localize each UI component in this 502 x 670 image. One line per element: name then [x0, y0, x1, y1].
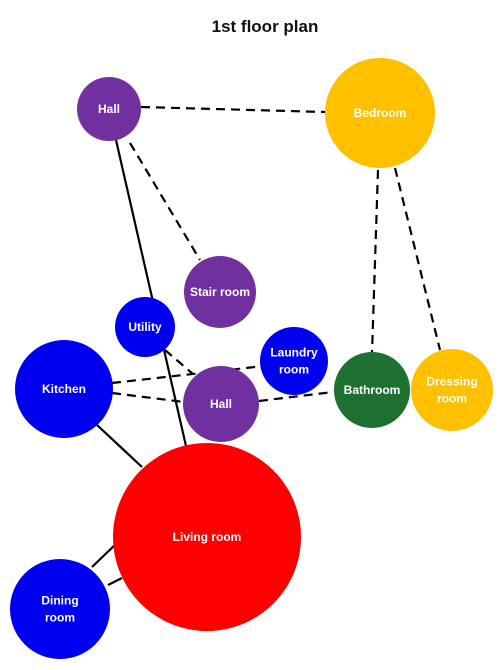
room-node-stair-room: Stair room: [184, 256, 256, 328]
edge-hall-top-living-room: [114, 139, 188, 447]
edge-kitchen-living-room: [96, 424, 143, 468]
edge-kitchen-hall-mid: [111, 391, 185, 404]
room-node-hall-mid: Hall: [183, 366, 259, 442]
edge-kitchen-laundry-room: [111, 364, 265, 385]
room-label: Bedroom: [354, 106, 407, 120]
room-node-utility: Utility: [115, 297, 175, 357]
room-node-bathroom: Bathroom: [334, 352, 410, 428]
room-node-laundry-room: Laundry room: [260, 327, 328, 395]
room-circle: [115, 297, 175, 357]
room-label: Utility: [128, 320, 162, 334]
diagram-title: 1st floor plan: [212, 17, 319, 36]
room-label: Dining room: [41, 594, 78, 625]
room-label-line: room: [437, 392, 467, 406]
room-node-dining-room: Dining room: [10, 559, 110, 659]
room-label-line: Utility: [128, 320, 162, 334]
room-label-line: room: [45, 611, 75, 625]
room-label-line: room: [279, 363, 309, 377]
room-node-living-room: Living room: [113, 443, 301, 631]
edges-layer: [91, 105, 442, 586]
room-label-line: Laundry: [270, 346, 318, 360]
room-label: Hall: [98, 102, 120, 116]
room-label-line: Dining: [41, 594, 78, 608]
room-circle: [325, 58, 435, 168]
edge-hall-top-stair-room: [129, 142, 201, 261]
edge-hall-top-bedroom: [140, 105, 326, 114]
room-circle: [183, 366, 259, 442]
room-label: Living room: [173, 530, 242, 544]
room-label-line: Bathroom: [344, 383, 401, 397]
nodes-layer: Hall Bedroom Stair room Utility Laundry r…: [10, 58, 493, 659]
room-node-hall-top: Hall: [77, 77, 141, 141]
room-label: Laundry room: [270, 346, 318, 377]
room-label-line: Kitchen: [42, 382, 86, 396]
room-circle: [10, 559, 110, 659]
room-label-line: Living room: [173, 530, 242, 544]
edge-dining-living-room-lower: [107, 577, 123, 586]
edge-bedroom-dressing-room: [393, 167, 442, 351]
room-label: Dressing room: [426, 375, 477, 406]
edge-utility-hall-mid: [164, 349, 194, 375]
room-circle: [260, 327, 328, 395]
room-label-line: Hall: [210, 397, 232, 411]
room-label: Kitchen: [42, 382, 86, 396]
room-circle: [113, 443, 301, 631]
room-circle: [77, 77, 141, 141]
room-circle: [334, 352, 410, 428]
room-label: Stair room: [190, 285, 250, 299]
room-node-dressing-room: Dressing room: [411, 349, 493, 431]
room-label-line: Hall: [98, 102, 120, 116]
room-circle: [411, 349, 493, 431]
room-node-kitchen: Kitchen: [15, 340, 113, 438]
room-label: Bathroom: [344, 383, 401, 397]
room-node-bedroom: Bedroom: [325, 58, 435, 168]
edge-bedroom-bathroom: [370, 169, 380, 354]
room-label-line: Bedroom: [354, 106, 407, 120]
room-label-line: Dressing: [426, 375, 477, 389]
room-label-line: Stair room: [190, 285, 250, 299]
room-circle: [15, 340, 113, 438]
room-label: Hall: [210, 397, 232, 411]
room-circle: [184, 256, 256, 328]
edge-hall-mid-bathroom: [258, 390, 334, 403]
edge-dining-living-room: [91, 542, 118, 568]
